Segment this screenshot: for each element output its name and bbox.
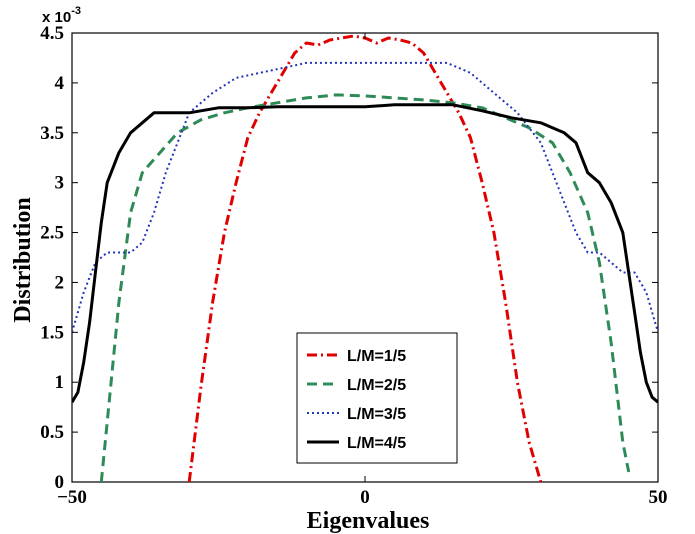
y-tick-label: 1.5	[40, 322, 64, 343]
legend-label: L/M=3/5	[347, 406, 406, 423]
y-tick-label: 3	[55, 173, 65, 194]
y-tick-label: 4.5	[40, 23, 64, 44]
x-tick-label: 0	[360, 487, 370, 508]
y-multiplier-exponent: -3	[71, 5, 81, 17]
y-tick-label: 4	[55, 73, 65, 94]
y-tick-label: 2.5	[40, 223, 64, 244]
legend-label: L/M=2/5	[347, 377, 406, 394]
y-tick-label: 3.5	[40, 123, 64, 144]
y-tick-label: 0	[55, 472, 65, 493]
y-tick-label: 0.5	[40, 422, 64, 443]
y-multiplier-base: x 10	[42, 9, 71, 26]
legend-label: L/M=1/5	[347, 348, 406, 365]
series-line-2	[99, 93, 631, 482]
y-axis-label: Distribution	[10, 197, 36, 322]
x-tick-label: −50	[57, 487, 87, 508]
x-axis-label: Eigenvalues	[307, 508, 430, 534]
y-tick-label: 2	[55, 272, 65, 293]
y-multiplier-label: x 10-3	[42, 5, 81, 26]
series-line-4	[72, 103, 658, 404]
legend: L/M=1/5 L/M=2/5 L/M=3/5 L/M=4/5	[296, 332, 458, 464]
legend-label: L/M=4/5	[347, 435, 406, 452]
x-tick-label: 50	[649, 487, 668, 508]
y-tick-label: 1	[55, 372, 65, 393]
series-line-3	[72, 61, 658, 333]
